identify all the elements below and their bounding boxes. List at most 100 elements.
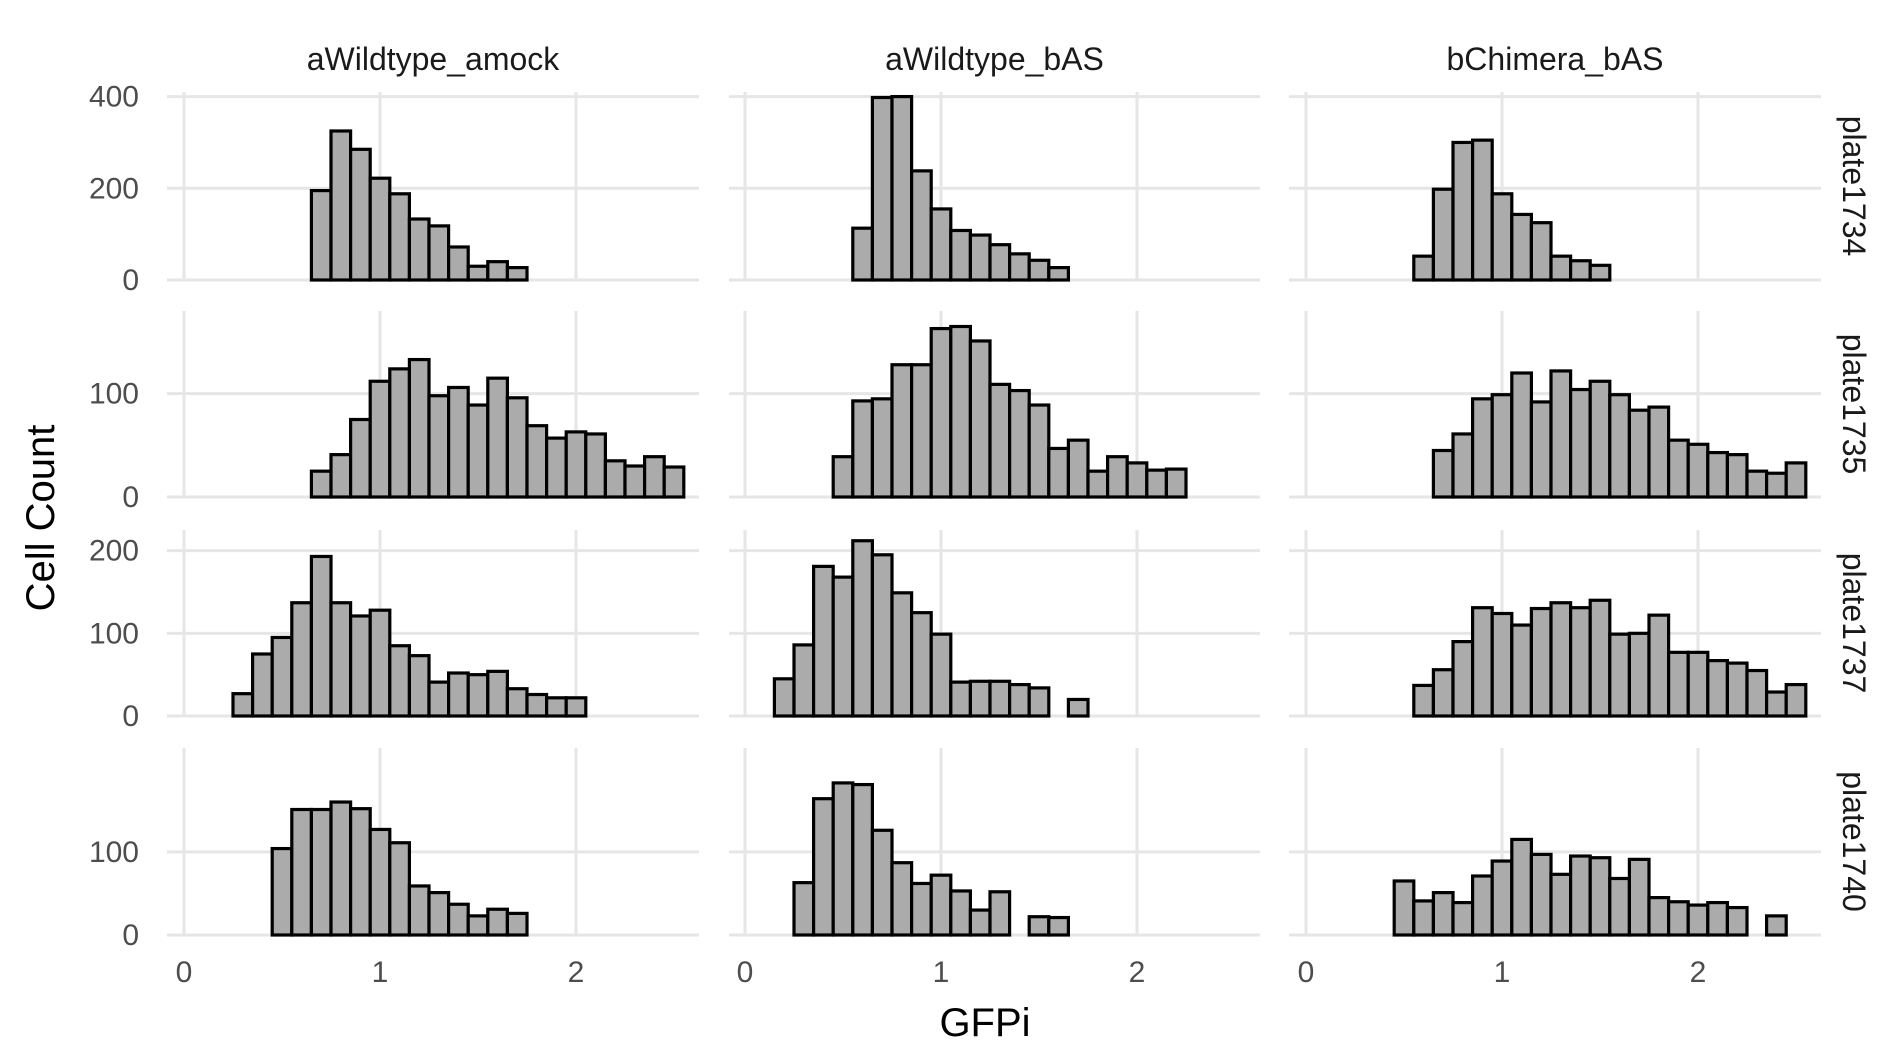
- histogram-bar: [1647, 613, 1671, 718]
- x-tick-label: 2: [1129, 956, 1146, 989]
- histogram-bar: [851, 399, 874, 499]
- histogram-bar: [851, 226, 874, 282]
- histogram-bar: [1608, 393, 1632, 499]
- histogram-bar: [1529, 221, 1553, 282]
- histogram-bar: [505, 396, 529, 499]
- histogram-bar: [309, 469, 333, 499]
- histogram-bar: [1588, 856, 1612, 937]
- histogram-bar: [349, 807, 372, 937]
- histogram-bar: [1745, 668, 1769, 718]
- histogram-bar: [407, 884, 431, 937]
- histogram-bar: [407, 654, 431, 718]
- histogram-bar: [466, 673, 490, 718]
- histogram-bar: [1647, 895, 1671, 937]
- histogram-bar: [329, 129, 353, 282]
- histogram-bar: [1608, 876, 1632, 937]
- histogram-bar: [290, 807, 313, 937]
- histogram-bar: [466, 914, 490, 937]
- histogram-bar: [1027, 258, 1051, 282]
- histogram-bar: [1412, 899, 1436, 937]
- x-axis-title: GFPi: [939, 1001, 1030, 1045]
- histogram-bar: [388, 192, 411, 282]
- histogram-bar: [929, 873, 953, 937]
- histogram-bar: [329, 800, 353, 937]
- histogram-bar: [1027, 915, 1051, 937]
- x-tick-label: 0: [1298, 956, 1315, 989]
- histogram-bar: [447, 902, 470, 937]
- histogram-bar: [1007, 252, 1031, 282]
- histogram-bar: [1725, 661, 1749, 718]
- histogram-bar: [564, 696, 588, 718]
- histogram-bar: [270, 635, 294, 718]
- histogram-bar: [1764, 690, 1788, 718]
- label-layer: aWildtype_amock aWildtype_bAS bChimera_bAS…: [89, 41, 1872, 989]
- histogram-bar: [831, 455, 855, 499]
- histogram-bar: [603, 459, 627, 499]
- histogram-bar: [949, 680, 972, 718]
- histogram-bar: [388, 644, 411, 718]
- histogram-bar: [388, 841, 411, 937]
- histogram-bar: [486, 376, 509, 499]
- histogram-bar: [1510, 623, 1534, 718]
- column-strip-label: aWildtype_bAS: [885, 41, 1104, 77]
- histogram-bar: [1164, 467, 1188, 499]
- column-strip-label: bChimera_bAS: [1447, 41, 1664, 77]
- histogram-bar: [1764, 914, 1788, 937]
- x-tick-label: 1: [372, 956, 389, 989]
- histogram-bar: [1666, 650, 1690, 718]
- histogram-bar: [407, 357, 431, 499]
- histogram-bar: [1007, 682, 1031, 718]
- y-tick-label: 0: [122, 481, 139, 514]
- histogram-bar: [1706, 450, 1730, 499]
- histogram-bar: [349, 147, 372, 282]
- histogram-bar: [1431, 668, 1455, 718]
- histogram-bar: [1470, 138, 1494, 282]
- histogram-bar: [525, 424, 549, 499]
- histogram-bar: [1510, 837, 1534, 937]
- histogram-bar: [427, 394, 451, 499]
- histogram-bar: [1784, 682, 1808, 718]
- histogram-bar: [1047, 446, 1071, 499]
- histogram-bar: [1007, 388, 1031, 499]
- histogram-bar: [890, 94, 914, 282]
- histogram-bar: [427, 891, 451, 937]
- histogram-bar: [1608, 632, 1632, 718]
- histogram-bar: [1145, 468, 1169, 499]
- histogram-bar: [1529, 852, 1553, 937]
- y-tick-label: 0: [122, 700, 139, 733]
- x-tick-label: 2: [1690, 956, 1707, 989]
- histogram-bar: [623, 464, 647, 499]
- histogram-bar: [1412, 254, 1436, 282]
- histogram-bar: [368, 176, 392, 282]
- histogram-bar: [1706, 659, 1730, 718]
- x-tick-label: 1: [933, 956, 950, 989]
- histogram-bar: [427, 224, 451, 282]
- histogram-bar: [1470, 874, 1494, 937]
- histogram-bar: [1529, 400, 1553, 499]
- histogram-bar: [231, 692, 255, 718]
- histogram-bar: [309, 554, 333, 718]
- histogram-bar: [1764, 471, 1788, 499]
- histogram-bar: [270, 846, 294, 937]
- histogram-bar: [988, 243, 1012, 282]
- histogram-bar: [486, 907, 509, 937]
- histogram-bar: [564, 430, 588, 499]
- histogram-bar: [949, 228, 972, 282]
- histogram-bar: [831, 575, 855, 718]
- histogram-bar: [1431, 187, 1455, 282]
- histogram-bar: [1647, 405, 1671, 499]
- histogram-bar: [890, 861, 914, 937]
- histogram-bar: [447, 385, 470, 499]
- histogram-bar: [792, 643, 816, 718]
- histogram-bar: [544, 696, 568, 718]
- histogram-bar: [1490, 611, 1514, 718]
- histogram-bar: [811, 797, 835, 937]
- histogram-bar: [1027, 686, 1051, 718]
- histogram-bar: [1706, 900, 1730, 937]
- histogram-bar: [909, 611, 933, 718]
- histogram-bar: [870, 553, 894, 718]
- histogram-bar: [1666, 438, 1690, 499]
- histogram-bar: [1686, 650, 1710, 718]
- histogram-bar: [1568, 259, 1592, 282]
